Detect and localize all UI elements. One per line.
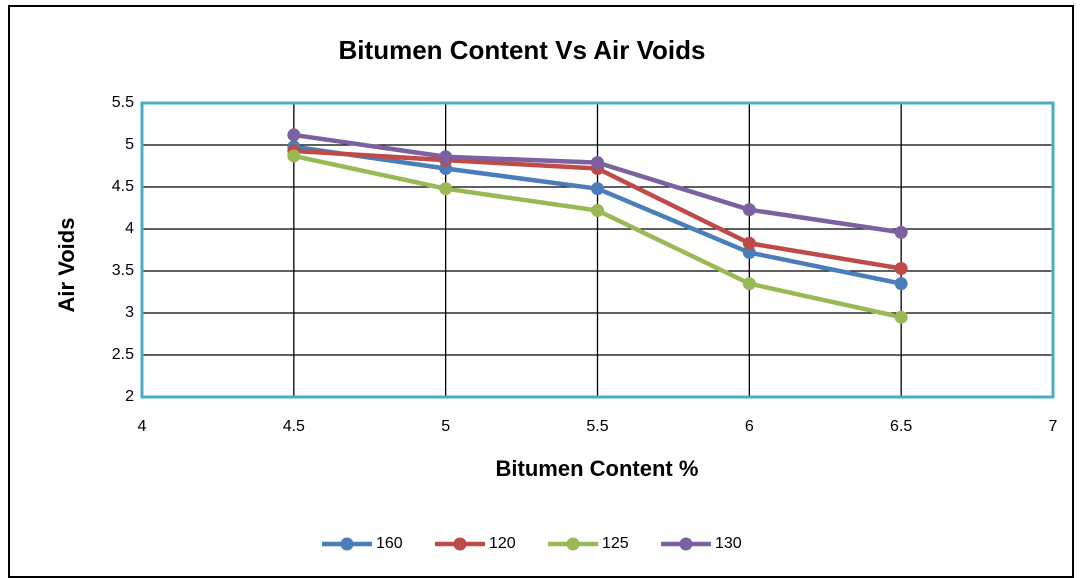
y-tick-label: 3.5 (112, 262, 134, 279)
point (894, 277, 908, 291)
point (287, 128, 301, 142)
point (742, 236, 756, 250)
legend-marker (453, 537, 467, 551)
point (742, 246, 756, 260)
y-tick-label: 5 (125, 136, 134, 153)
legend-label: 125 (602, 535, 629, 552)
x-tick-label: 4 (138, 418, 147, 435)
legend-marker (566, 537, 580, 551)
y-axis-label: Air Voids (54, 218, 79, 313)
point (742, 277, 756, 291)
y-tick-label: 5.5 (112, 94, 134, 111)
y-tick-label: 2 (125, 388, 134, 405)
point (287, 149, 301, 163)
point (742, 203, 756, 217)
point (591, 182, 604, 196)
y-tick-label: 4 (125, 220, 134, 237)
x-tick-label: 7 (1049, 418, 1058, 435)
legend-marker (340, 537, 354, 551)
plot-border (140, 101, 1055, 399)
point (439, 182, 453, 196)
x-tick-label: 5.5 (586, 418, 608, 435)
point (894, 310, 908, 324)
chart-title: Bitumen Content Vs Air Voids (339, 35, 706, 65)
point (591, 204, 604, 218)
legend-label: 120 (489, 535, 516, 552)
chart-border (8, 5, 1074, 578)
x-tick-label: 4.5 (283, 418, 305, 435)
x-tick-label: 6.5 (890, 418, 912, 435)
point (439, 150, 453, 164)
legend-label: 130 (715, 535, 742, 552)
y-tick-label: 2.5 (112, 346, 134, 363)
x-tick-label: 6 (745, 418, 754, 435)
y-tick-label: 4.5 (112, 178, 134, 195)
legend-marker (679, 537, 693, 551)
point (894, 261, 908, 275)
legend-label: 160 (376, 535, 403, 552)
point (591, 156, 604, 170)
point (894, 225, 908, 239)
y-tick-label: 3 (125, 304, 134, 321)
x-axis-label: Bitumen Content % (496, 456, 699, 481)
x-tick-label: 5 (441, 418, 450, 435)
